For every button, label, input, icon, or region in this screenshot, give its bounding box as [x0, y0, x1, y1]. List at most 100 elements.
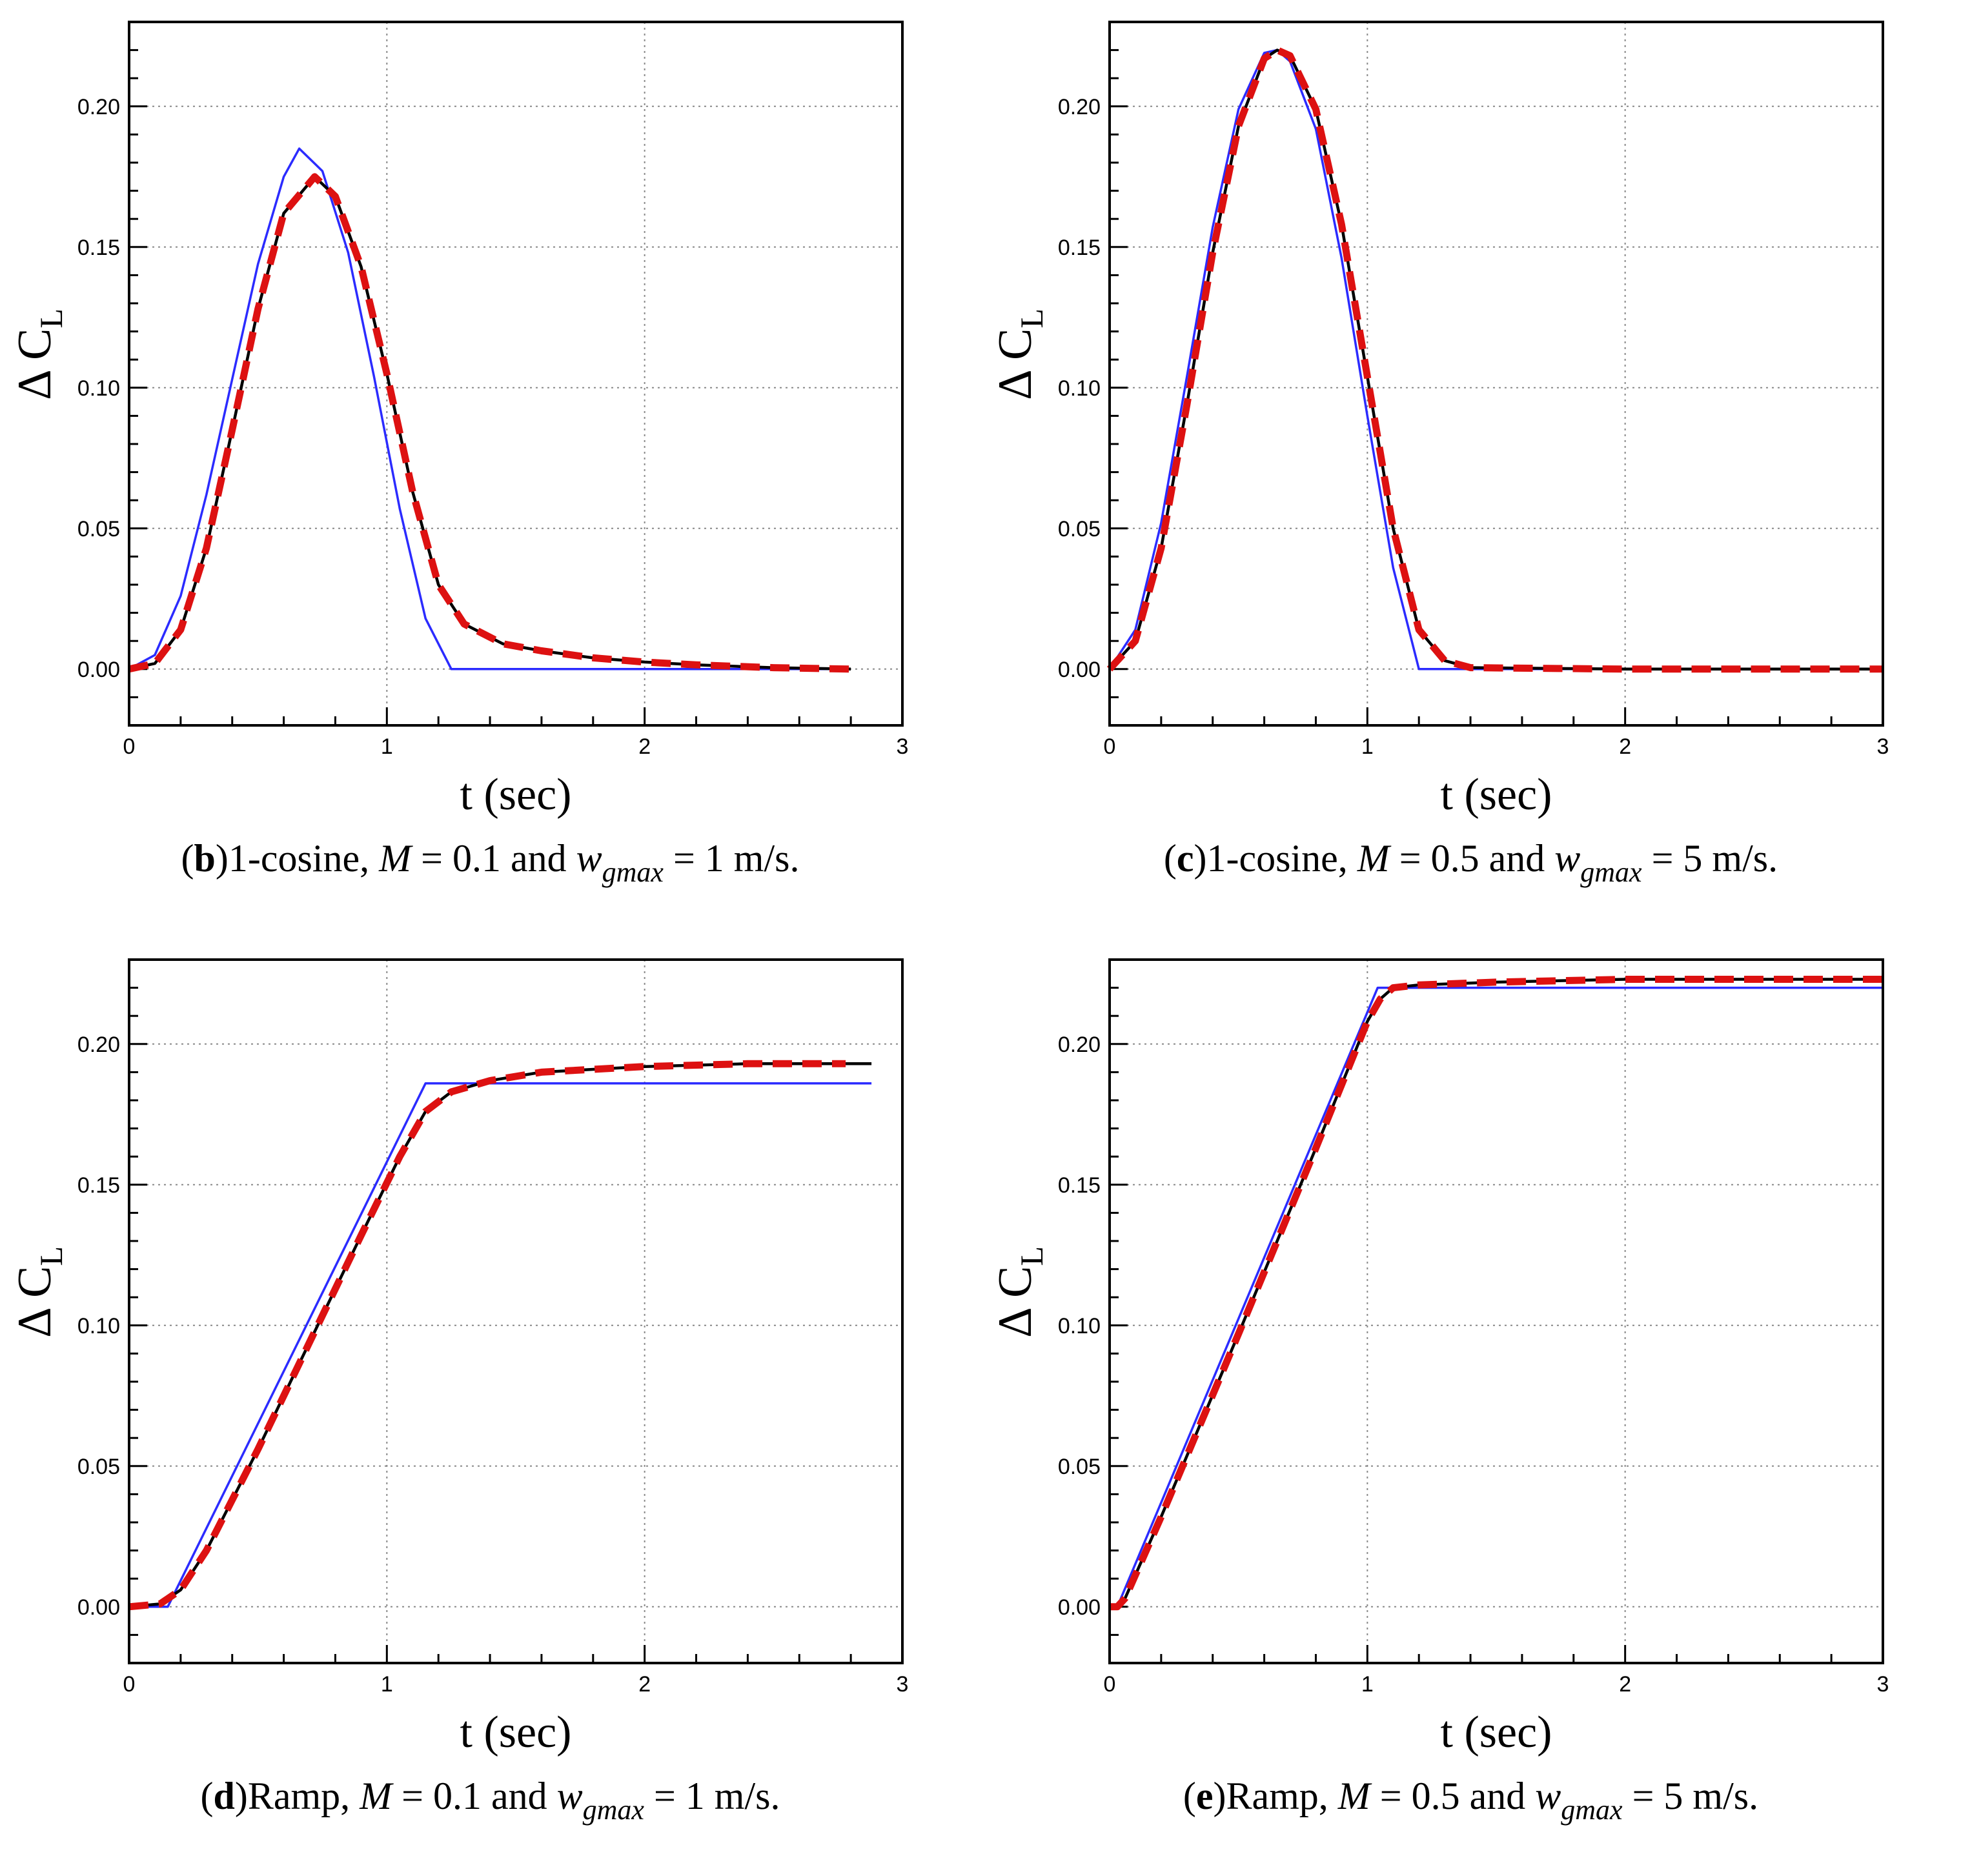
y-tick-label: 0.10: [77, 1314, 120, 1338]
y-tick-label: 0.10: [1058, 376, 1101, 401]
panel-c: 0 1 2 3 0.00 0.05 0.10 0.15 0.20 t (sec) Δ CL (c)1…: [980, 0, 1961, 938]
y-tick-label: 0.20: [1058, 95, 1101, 119]
y-tick-label: 0.20: [77, 95, 120, 119]
panel-d: 0 1 2 3 0.00 0.05 0.10 0.15 0.20 t (sec) Δ CL (d)R…: [0, 938, 980, 1875]
caption-w-sub: gmax: [582, 1794, 644, 1826]
caption-prefix: 1-cosine,: [1206, 837, 1357, 880]
y-axis-title-main: Δ C: [989, 1266, 1042, 1338]
x-tick-label: 0: [1104, 1672, 1116, 1697]
series-black-line: [128, 175, 851, 671]
caption-prefix: 1-cosine,: [228, 837, 380, 880]
series-blue-line: [129, 1082, 872, 1608]
y-axis-title-sub: L: [1013, 308, 1050, 328]
caption-m-rel: = 0.5 and: [1389, 837, 1555, 880]
x-axis-title: t (sec): [1441, 1708, 1552, 1757]
y-tick-label: 0.10: [1058, 1314, 1101, 1338]
y-tick-label: 0.15: [77, 236, 120, 260]
caption-e: (e)Ramp, M = 0.5 and wgmax = 5 m/s.: [1183, 1775, 1759, 1826]
x-axis-title: t (sec): [1441, 770, 1552, 820]
caption-letter: b: [194, 837, 216, 880]
series-red-line: [1106, 46, 1883, 673]
x-tick-label: 3: [897, 1672, 909, 1697]
x-axis-title: t (sec): [460, 770, 572, 820]
y-tick-label: 0.05: [1058, 517, 1101, 541]
y-tick-label: 0.00: [77, 1595, 120, 1620]
x-axis-title: t (sec): [460, 1708, 572, 1757]
caption-m-var: M: [1337, 1775, 1370, 1817]
y-tick-label: 0.15: [1058, 1173, 1101, 1198]
series-black-line: [128, 1062, 872, 1609]
y-tick-label: 0.00: [1058, 1595, 1101, 1620]
chart-panel-b: 0 1 2 3 0.00 0.05 0.10 0.15 0.20 t (sec) Δ CL: [8, 21, 909, 820]
y-axis-title-main: Δ C: [8, 328, 61, 400]
caption-w-rel: = 5 m/s.: [1641, 837, 1778, 880]
y-axis-title: Δ CL: [989, 308, 1050, 400]
series-red-line: [128, 1060, 846, 1611]
series-black-line: [1108, 48, 1883, 671]
caption-w-rel: = 1 m/s.: [663, 837, 800, 880]
y-tick-label: 0.05: [77, 1455, 120, 1479]
series-blue-line: [1116, 986, 1883, 1608]
series-red-line: [128, 173, 851, 673]
y-tick-label: 0.10: [77, 376, 120, 401]
x-tick-label: 0: [123, 734, 136, 759]
y-axis-title: Δ CL: [989, 1246, 1050, 1338]
caption-m-var: M: [379, 837, 412, 880]
caption-prefix: Ramp,: [1226, 1775, 1338, 1817]
x-tick-label: 1: [1361, 734, 1374, 759]
x-tick-label: 0: [123, 1672, 136, 1697]
x-tick-label: 2: [1619, 734, 1631, 759]
y-axis-title-main: Δ C: [989, 328, 1042, 400]
caption-w-rel: = 1 m/s.: [644, 1775, 780, 1817]
y-tick-label: 0.05: [1058, 1455, 1101, 1479]
y-tick-label: 0.00: [1058, 658, 1101, 682]
caption-prefix: Ramp,: [247, 1775, 360, 1817]
x-tick-label: 2: [638, 734, 651, 759]
chart-panel-e: 0 1 2 3 0.00 0.05 0.10 0.15 0.20 t (sec) Δ CL: [989, 958, 1889, 1757]
series-blue-line: [128, 147, 846, 671]
panel-e: 0 1 2 3 0.00 0.05 0.10 0.15 0.20 t (sec) Δ CL (e)R…: [980, 938, 1961, 1875]
series-blue-line: [1108, 48, 1883, 671]
caption-m-var: M: [360, 1775, 392, 1817]
y-tick-label: 0.20: [1058, 1033, 1101, 1057]
caption-w-var: w: [576, 837, 602, 880]
caption-w-rel: = 5 m/s.: [1622, 1775, 1759, 1817]
x-tick-label: 0: [1104, 734, 1116, 759]
caption-w-var: w: [1554, 837, 1581, 880]
y-tick-label: 0.20: [77, 1033, 120, 1057]
plot-frame: [1108, 21, 1884, 727]
x-tick-label: 1: [381, 734, 393, 759]
y-tick-label: 0.00: [77, 658, 120, 682]
caption-c: (c)1-cosine, M = 0.5 and wgmax = 5 m/s.: [1163, 837, 1778, 888]
y-axis-title-sub: L: [1013, 1246, 1050, 1266]
caption-m-rel: = 0.5 and: [1370, 1775, 1536, 1817]
caption-letter: e: [1195, 1775, 1214, 1817]
series-black-line: [1110, 978, 1883, 1609]
chart-panel-c: 0 1 2 3 0.00 0.05 0.10 0.15 0.20 t (sec) Δ CL: [989, 21, 1889, 820]
caption-m-rel: = 0.1 and: [392, 1775, 557, 1817]
x-tick-label: 2: [638, 1672, 651, 1697]
x-tick-label: 2: [1619, 1672, 1631, 1697]
chart-panel-d: 0 1 2 3 0.00 0.05 0.10 0.15 0.20 t (sec) Δ CL: [8, 958, 909, 1757]
caption-d: (d)Ramp, M = 0.1 and wgmax = 1 m/s.: [200, 1775, 780, 1826]
x-tick-label: 1: [381, 1672, 393, 1697]
caption-letter: c: [1176, 837, 1194, 880]
caption-w-sub: gmax: [1561, 1794, 1623, 1826]
y-tick-label: 0.15: [1058, 236, 1101, 260]
caption-b: (b)1-cosine, M = 0.1 and wgmax = 1 m/s.: [181, 837, 800, 888]
caption-m-var: M: [1357, 837, 1390, 880]
y-tick-label: 0.05: [77, 517, 120, 541]
x-tick-label: 3: [1877, 1672, 1889, 1697]
y-axis-title-sub: L: [33, 308, 69, 328]
y-axis-title-sub: L: [33, 1246, 69, 1266]
caption-w-sub: gmax: [602, 856, 664, 888]
panel-b: 0 1 2 3 0.00 0.05 0.10 0.15 0.20 t (sec) Δ CL (b)1…: [0, 0, 980, 938]
y-axis-title: Δ CL: [8, 1246, 69, 1338]
x-tick-label: 3: [897, 734, 909, 759]
y-axis-title-main: Δ C: [8, 1266, 61, 1338]
plot-frame: [1108, 958, 1884, 1664]
caption-w-sub: gmax: [1580, 856, 1642, 888]
plot-frame: [128, 958, 904, 1664]
y-axis-title: Δ CL: [8, 308, 69, 400]
caption-w-var: w: [1535, 1775, 1561, 1817]
